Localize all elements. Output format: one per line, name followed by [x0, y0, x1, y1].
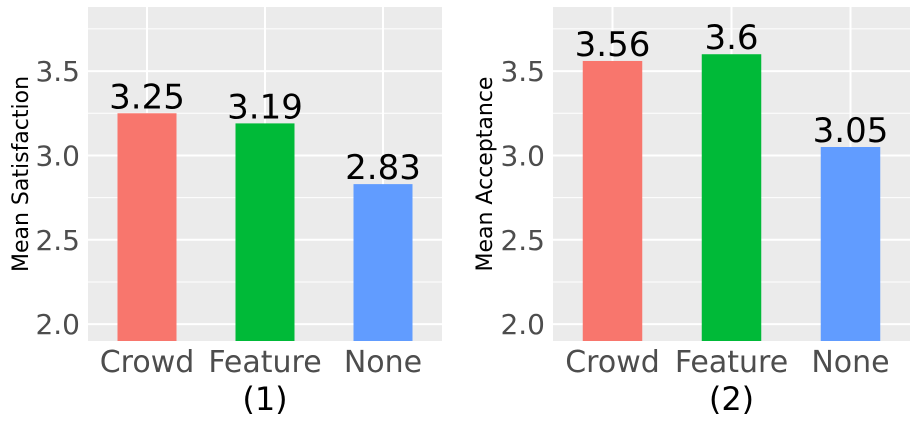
bar-none — [353, 184, 413, 341]
data-label-feature: 3.6 — [704, 18, 758, 58]
data-label-feature: 3.19 — [227, 87, 303, 127]
bar-crowd — [582, 60, 643, 341]
panel-label: (2) — [709, 380, 754, 418]
bar-crowd — [117, 113, 177, 341]
bar-feature — [701, 54, 762, 341]
x-tick-label-crowd: Crowd — [100, 345, 195, 380]
y-tick-label: 3.0 — [500, 139, 545, 172]
x-tick-label-feature: Feature — [675, 345, 788, 380]
data-label-crowd: 3.56 — [575, 25, 651, 65]
x-tick-label-none: None — [811, 345, 889, 380]
y-tick-label: 2.0 — [500, 308, 545, 341]
panel-label: (1) — [242, 380, 287, 418]
chart-panel-2: 2.0 2.5 3.0 3.5 3.56 Crowd 3.6 Feature 3.05 None M… — [473, 7, 910, 418]
y-axis-title: Mean Acceptance — [473, 77, 498, 272]
x-tick-label-crowd: Crowd — [565, 345, 660, 380]
y-tick-label: 2.5 — [500, 224, 545, 257]
bar-feature — [235, 123, 295, 341]
x-tick-label-feature: Feature — [208, 345, 321, 380]
data-label-crowd: 3.25 — [109, 77, 185, 117]
data-label-none: 3.05 — [813, 111, 889, 151]
chart-panel-1: 2.0 2.5 3.0 3.5 3.25 Crowd 3.19 Feature 2.83 None… — [9, 7, 442, 418]
x-tick-label-none: None — [344, 345, 422, 380]
y-tick-label: 2.5 — [35, 224, 80, 257]
y-tick-label: 2.0 — [35, 308, 80, 341]
data-label-none: 2.83 — [345, 148, 421, 188]
y-axis-title: Mean Satisfaction — [9, 76, 34, 272]
bar-none — [820, 147, 881, 341]
y-tick-label: 3.0 — [35, 139, 80, 172]
y-tick-label: 3.5 — [35, 55, 80, 88]
y-tick-label: 3.5 — [500, 55, 545, 88]
